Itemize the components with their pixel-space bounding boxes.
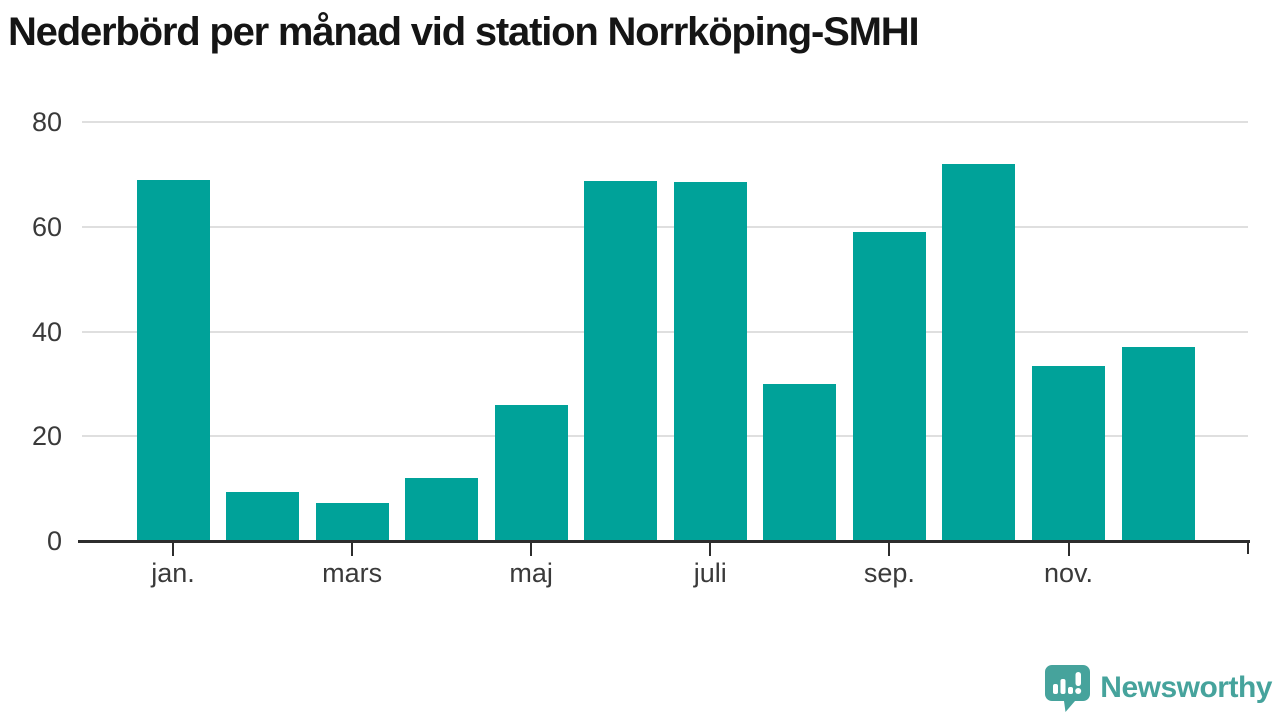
- x-axis-tick-label: sep.: [863, 558, 915, 588]
- x-axis-tick-maj: [530, 542, 533, 556]
- gridline-y-20: [82, 435, 1248, 438]
- chart-title: Nederbörd per månad vid station Norrköpi…: [8, 10, 920, 54]
- x-axis-tick-label: jan.: [151, 558, 195, 588]
- bar-month-2: [226, 492, 300, 541]
- bar-month-7: [673, 182, 747, 541]
- gridline-y-60: [82, 225, 1248, 228]
- bar-month-12: [1121, 347, 1195, 541]
- logo-exclamation-stroke: [1075, 672, 1082, 686]
- x-axis-tick-sep: [888, 542, 891, 556]
- bar-month-6: [584, 180, 658, 541]
- newsworthy-logo-text: Newsworthy: [1100, 671, 1272, 704]
- bar-month-4: [405, 478, 479, 541]
- x-axis-tick-jan: [172, 542, 174, 556]
- y-axis-tick-label: 80: [31, 107, 62, 137]
- y-axis-tick-label: 0: [46, 526, 62, 556]
- x-axis-end-tick: [1247, 541, 1249, 554]
- gridline-y-80: [82, 121, 1248, 123]
- bar-month-1: [136, 179, 210, 541]
- bar-month-10: [942, 163, 1016, 541]
- y-axis-tick-label: 20: [31, 421, 62, 452]
- x-axis-tick-label: maj: [509, 558, 553, 588]
- logo-mini-bar-1: [1053, 684, 1059, 694]
- logo-mini-bar-3: [1068, 687, 1074, 694]
- x-axis-tick-juli: [709, 542, 712, 556]
- bar-month-3: [315, 502, 389, 541]
- newsworthy-logo-icon: [1044, 664, 1091, 712]
- y-axis-tick-label: 60: [31, 211, 62, 242]
- x-axis-tick-nov: [1067, 542, 1070, 556]
- x-axis-tick-label: mars: [322, 558, 383, 588]
- x-axis-tick-label: juli: [693, 558, 727, 588]
- bar-month-5: [494, 404, 568, 541]
- logo-exclamation-dot: [1075, 688, 1082, 694]
- x-axis-tick-mars: [351, 542, 354, 556]
- gridline-y-40: [82, 330, 1248, 333]
- x-axis-tick-label: nov.: [1043, 558, 1094, 588]
- bar-month-11: [1032, 365, 1105, 541]
- logo-mini-bar-2: [1060, 679, 1066, 694]
- bar-month-9: [852, 231, 926, 541]
- bar-month-8: [763, 383, 837, 541]
- logo-bubble-shape: [1045, 665, 1091, 712]
- newsworthy-logo[interactable]: Newsworthy: [1044, 664, 1272, 712]
- y-axis-tick-label: 40: [31, 316, 62, 347]
- x-axis-line: [78, 539, 1250, 543]
